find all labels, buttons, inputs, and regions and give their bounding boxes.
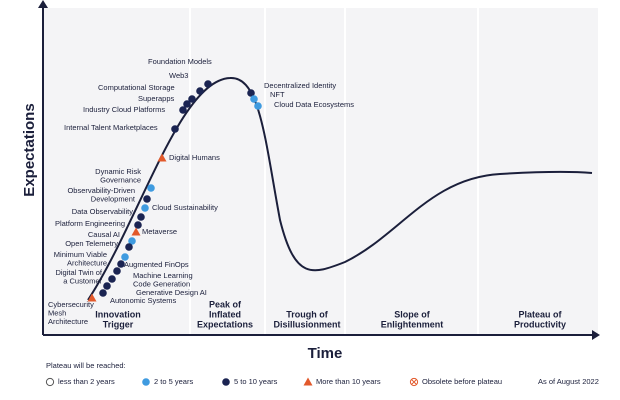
phase-label: Slope of <box>394 309 431 319</box>
legend-label: 5 to 10 years <box>234 377 278 386</box>
x-axis-label: Time <box>308 345 343 362</box>
phase-dividers <box>189 8 479 334</box>
marker <box>125 243 133 251</box>
y-axis-label: Expectations <box>21 103 38 196</box>
plot-background <box>43 8 598 335</box>
marker <box>141 204 149 212</box>
technology-label: Generative Design AI <box>136 288 207 297</box>
phase-label: Peak of <box>209 299 242 309</box>
phase-label: Innovation <box>95 309 141 319</box>
marker <box>179 106 187 114</box>
technology-label: Architecture <box>48 317 88 326</box>
marker <box>303 377 313 386</box>
marker <box>183 100 191 108</box>
phase-label: Trigger <box>103 319 134 329</box>
technology-label: Superapps <box>138 94 175 103</box>
phase-label: Enlightenment <box>381 319 444 329</box>
technology-label: Causal AI <box>88 230 120 239</box>
technology-label: Mesh <box>48 308 66 317</box>
marker <box>45 377 55 387</box>
legend-label: 2 to 5 years <box>154 377 193 386</box>
legend-label: More than 10 years <box>316 377 381 386</box>
marker <box>411 379 417 385</box>
technology-label: Cloud Sustainability <box>152 203 218 212</box>
technology-label: Web3 <box>169 71 188 80</box>
marker <box>137 213 145 221</box>
technology-label: Augmented FinOps <box>124 260 189 269</box>
phase-label: Inflated <box>209 309 241 319</box>
marker <box>113 267 121 275</box>
marker <box>204 80 212 88</box>
marker <box>157 153 167 162</box>
technology-label: Data Observability <box>72 207 134 216</box>
technology-label: Machine Learning <box>133 271 193 280</box>
marker <box>103 282 111 290</box>
phase-label: Expectations <box>197 319 253 329</box>
marker <box>134 221 142 229</box>
marker <box>188 95 196 103</box>
technology-label: Governance <box>100 175 141 184</box>
phase-label: Plateau of <box>518 309 562 319</box>
technology-label: Metaverse <box>142 227 177 236</box>
phase-label: Disillusionment <box>273 319 340 329</box>
technology-label: Cybersecurity <box>48 300 94 309</box>
technology-label: Development <box>91 194 136 203</box>
legend-title: Plateau will be reached: <box>46 361 126 370</box>
marker <box>128 237 136 245</box>
marker <box>87 293 97 302</box>
marker <box>222 378 230 386</box>
marker <box>108 275 116 283</box>
hype-curve <box>87 76 593 301</box>
marker <box>117 260 125 268</box>
marker <box>142 378 150 386</box>
marker <box>147 184 155 192</box>
marker <box>131 227 141 236</box>
technology-label: Digital Twin of <box>55 268 102 277</box>
technology-label: Industry Cloud Platforms <box>83 105 165 114</box>
marker <box>250 95 258 103</box>
marker <box>254 102 262 110</box>
technology-label: Decentralized Identity <box>264 81 336 90</box>
phase-label: Productivity <box>514 319 566 329</box>
marker <box>143 195 151 203</box>
legend-label: less than 2 years <box>58 377 115 386</box>
technology-label: Minimum Viable <box>54 250 107 259</box>
phase-label: Trough of <box>286 309 328 319</box>
technology-label: Computational Storage <box>98 83 175 92</box>
technology-label: Code Generation <box>133 279 190 288</box>
technology-label: Observability-Driven <box>67 186 135 195</box>
technology-label: Internal Talent Marketplaces <box>64 123 158 132</box>
technology-label: Digital Humans <box>169 153 220 162</box>
marker <box>409 377 419 387</box>
technology-label: Dynamic Risk <box>95 167 141 176</box>
marker <box>196 87 204 95</box>
marker <box>247 89 255 97</box>
technology-label: Autonomic Systems <box>110 296 177 305</box>
marker <box>99 289 107 297</box>
legend-note: As of August 2022 <box>538 377 599 386</box>
technology-label: Architecture <box>67 258 107 267</box>
technology-label: Platform Engineering <box>55 219 125 228</box>
marker <box>121 253 129 261</box>
marker <box>171 125 179 133</box>
technology-label: NFT <box>270 90 285 99</box>
technology-label: a Customer <box>63 276 102 285</box>
technology-label: Open Telemetry <box>65 239 118 248</box>
technology-label: Cloud Data Ecosystems <box>274 100 354 109</box>
technology-label: Foundation Models <box>148 57 212 66</box>
legend-label: Obsolete before plateau <box>422 377 502 386</box>
